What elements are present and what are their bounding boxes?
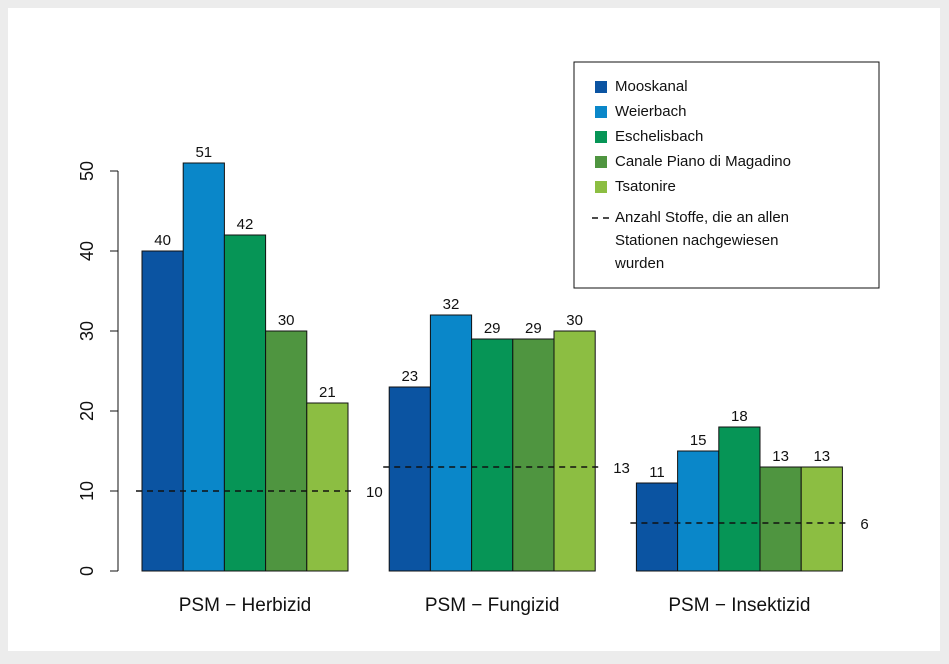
bar bbox=[388, 386, 431, 572]
bar bbox=[265, 330, 308, 572]
bar bbox=[553, 330, 596, 572]
value-label: 23 bbox=[401, 368, 418, 385]
bar bbox=[306, 402, 349, 572]
legend-label: Eschelisbach bbox=[615, 128, 703, 145]
legend-box bbox=[573, 61, 880, 289]
value-label: 42 bbox=[237, 216, 254, 233]
bar bbox=[182, 162, 225, 572]
value-label: 51 bbox=[195, 144, 212, 161]
legend-swatch bbox=[595, 156, 607, 168]
x-tick-label: PSM − Fungizid bbox=[425, 595, 560, 616]
bar bbox=[223, 234, 267, 572]
legend-swatch bbox=[595, 131, 607, 143]
value-label: 21 bbox=[319, 384, 336, 401]
legend-label: Anzahl Stoffe, die an allen bbox=[615, 209, 789, 226]
value-label: 11 bbox=[649, 464, 665, 481]
x-tick-label: PSM − Insektizid bbox=[668, 595, 810, 616]
value-label: 15 bbox=[690, 432, 707, 449]
bar bbox=[141, 250, 184, 572]
legend-label: wurden bbox=[614, 255, 664, 272]
legend-swatch bbox=[595, 181, 607, 193]
legend-label: Tsatonire bbox=[615, 178, 676, 195]
value-label: 40 bbox=[154, 232, 171, 249]
bar bbox=[512, 338, 555, 572]
bar bbox=[800, 466, 843, 572]
legend-swatch bbox=[595, 106, 607, 118]
y-tick-label: 20 bbox=[77, 401, 97, 421]
bar bbox=[471, 338, 514, 572]
reference-label: 13 bbox=[613, 460, 630, 477]
legend-label: Canale Piano di Magadino bbox=[615, 153, 791, 170]
value-label: 30 bbox=[278, 312, 295, 329]
value-label: 13 bbox=[772, 448, 789, 465]
bar bbox=[635, 482, 679, 572]
bar bbox=[718, 426, 761, 572]
reference-label: 6 bbox=[860, 516, 868, 533]
value-label: 30 bbox=[566, 312, 583, 329]
x-tick-label: PSM − Herbizid bbox=[179, 595, 312, 616]
bar bbox=[429, 314, 473, 572]
y-tick-label: 30 bbox=[77, 321, 97, 341]
y-tick-label: 40 bbox=[77, 241, 97, 261]
y-tick-label: 50 bbox=[77, 161, 97, 181]
bar bbox=[759, 466, 802, 572]
bar bbox=[677, 450, 720, 572]
y-tick-label: 0 bbox=[77, 566, 97, 576]
legend-swatch bbox=[595, 81, 607, 93]
y-tick-label: 10 bbox=[77, 481, 97, 501]
value-label: 29 bbox=[525, 320, 542, 337]
legend-label: Weierbach bbox=[615, 103, 686, 120]
value-label: 32 bbox=[443, 296, 460, 313]
value-label: 13 bbox=[813, 448, 830, 465]
value-label: 18 bbox=[731, 408, 748, 425]
legend-label: Stationen nachgewiesen bbox=[615, 232, 778, 249]
value-label: 29 bbox=[484, 320, 501, 337]
legend-label: Mooskanal bbox=[615, 78, 688, 95]
reference-label: 10 bbox=[366, 484, 383, 501]
